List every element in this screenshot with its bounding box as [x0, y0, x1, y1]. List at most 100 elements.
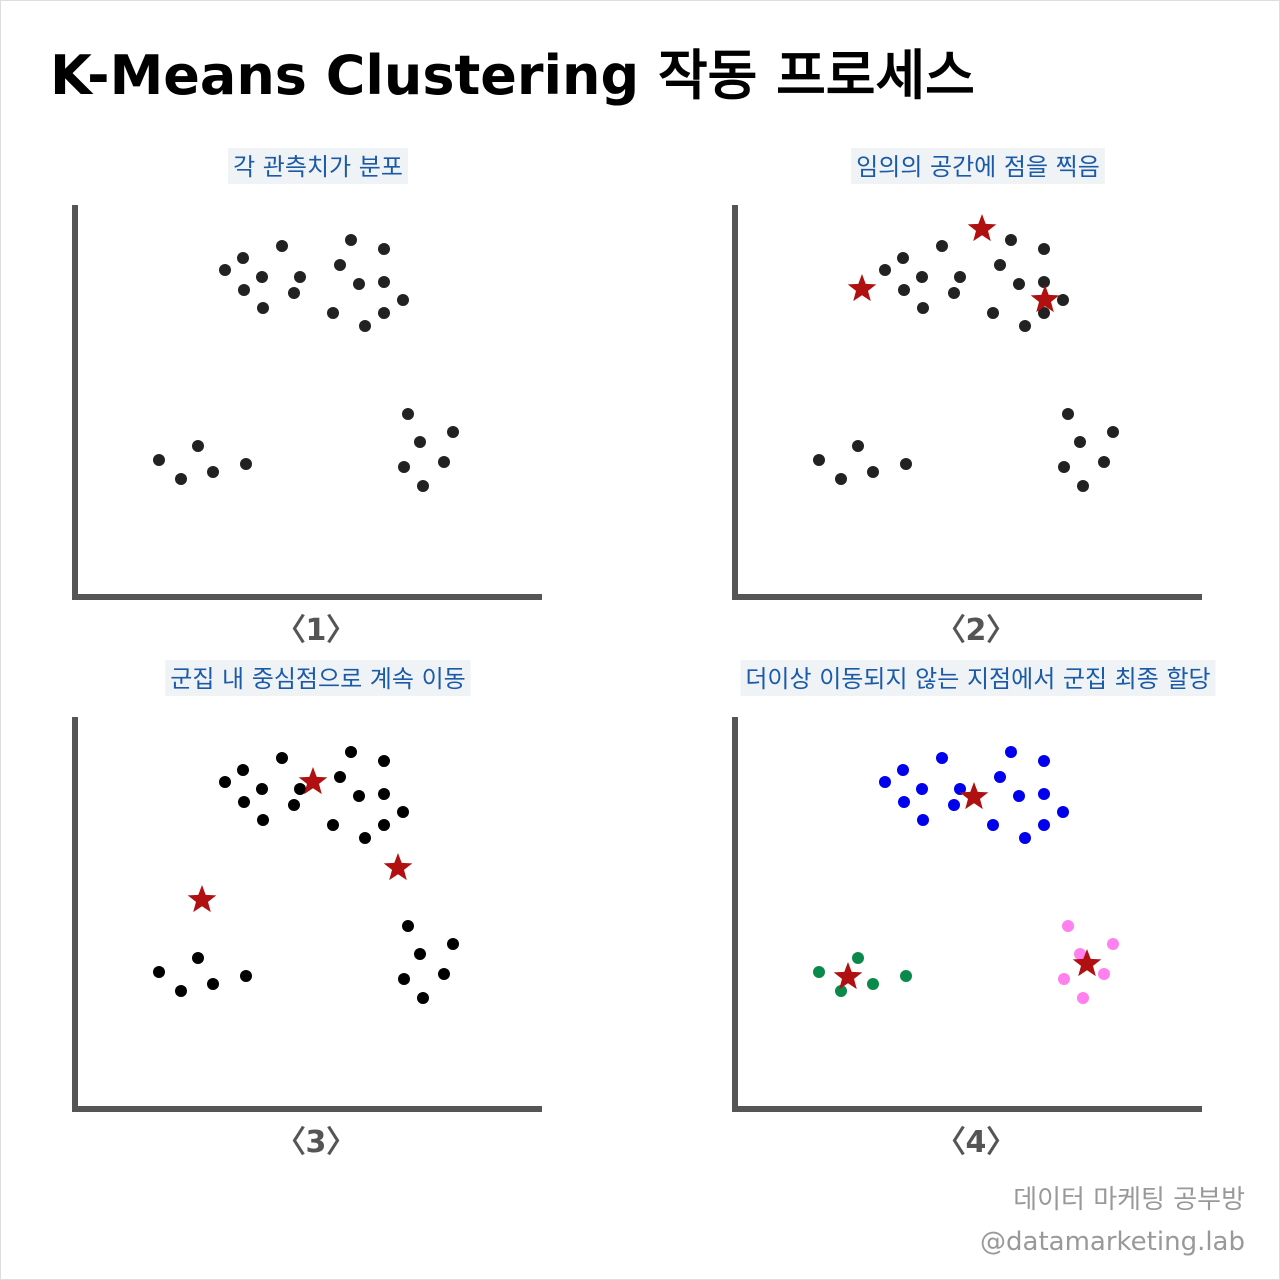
centroid [847, 274, 877, 302]
point [987, 307, 999, 319]
point [238, 284, 250, 296]
point [240, 970, 252, 982]
panel: 군집 내 중심점으로 계속 이동 〈3〉 [72, 660, 542, 1160]
point [867, 466, 879, 478]
point [288, 799, 300, 811]
point [835, 985, 847, 997]
point [378, 788, 390, 800]
point [256, 271, 268, 283]
panel-label: 〈4〉 [936, 1125, 1017, 1160]
point [153, 454, 165, 466]
point [954, 783, 966, 795]
point [917, 302, 929, 314]
point [294, 271, 306, 283]
caption-bg [740, 660, 1216, 696]
point [879, 264, 891, 276]
point [414, 948, 426, 960]
panel: 임의의 공간에 점을 찍음 〈2〉 [732, 148, 1202, 648]
point [852, 952, 864, 964]
point [207, 466, 219, 478]
point [879, 776, 891, 788]
point [1005, 746, 1017, 758]
point [1074, 436, 1086, 448]
point [1038, 307, 1050, 319]
point [417, 992, 429, 1004]
point [219, 776, 231, 788]
caption: 각 관측치가 분포 [233, 153, 403, 181]
point [917, 814, 929, 826]
point [1077, 992, 1089, 1004]
point [898, 284, 910, 296]
point [1013, 790, 1025, 802]
point [378, 755, 390, 767]
point [398, 461, 410, 473]
caption: 더이상 이동되지 않는 지점에서 군집 최종 할당 [745, 665, 1210, 693]
centroid [959, 782, 989, 810]
point [1019, 320, 1031, 332]
point [192, 440, 204, 452]
point [1062, 408, 1074, 420]
point [153, 966, 165, 978]
point [353, 790, 365, 802]
point [378, 243, 390, 255]
point [1058, 461, 1070, 473]
point [900, 970, 912, 982]
author: 데이터 마케팅 공부방 [1013, 1185, 1245, 1215]
point [359, 832, 371, 844]
axes [72, 205, 542, 600]
centroid [1030, 285, 1060, 313]
point [994, 771, 1006, 783]
axes [732, 717, 1202, 1112]
point [898, 796, 910, 808]
title: K-Means Clustering 작동 프로세스 [50, 44, 975, 107]
point [936, 752, 948, 764]
caption: 임의의 공간에 점을 찍음 [856, 153, 1100, 181]
point [1058, 973, 1070, 985]
point [175, 985, 187, 997]
caption: 군집 내 중심점으로 계속 이동 [170, 665, 465, 693]
point [345, 746, 357, 758]
centroid [833, 962, 863, 990]
point [954, 271, 966, 283]
point [414, 436, 426, 448]
panel-label: 〈2〉 [936, 613, 1017, 648]
point [900, 458, 912, 470]
point [402, 920, 414, 932]
point [1098, 968, 1110, 980]
point [1107, 938, 1119, 950]
axes [72, 717, 542, 1112]
point [897, 252, 909, 264]
point [1057, 294, 1069, 306]
point [916, 783, 928, 795]
point [417, 480, 429, 492]
point [438, 456, 450, 468]
point [359, 320, 371, 332]
point [1057, 806, 1069, 818]
point [835, 473, 847, 485]
point [916, 271, 928, 283]
point [276, 752, 288, 764]
point [240, 458, 252, 470]
point [813, 454, 825, 466]
point [1107, 426, 1119, 438]
caption-bg [165, 660, 471, 696]
point [257, 814, 269, 826]
point [378, 819, 390, 831]
panel: 각 관측치가 분포 〈1〉 [72, 148, 542, 648]
point [238, 796, 250, 808]
point [813, 966, 825, 978]
handle: @datamarketing.lab [980, 1227, 1245, 1257]
point [936, 240, 948, 252]
point [353, 278, 365, 290]
point [334, 259, 346, 271]
centroid [1072, 949, 1102, 977]
point [207, 978, 219, 990]
panel-label: 〈3〉 [276, 1125, 357, 1160]
point [219, 264, 231, 276]
caption-bg [228, 148, 408, 184]
point [948, 287, 960, 299]
point [294, 783, 306, 795]
point [987, 819, 999, 831]
point [327, 819, 339, 831]
